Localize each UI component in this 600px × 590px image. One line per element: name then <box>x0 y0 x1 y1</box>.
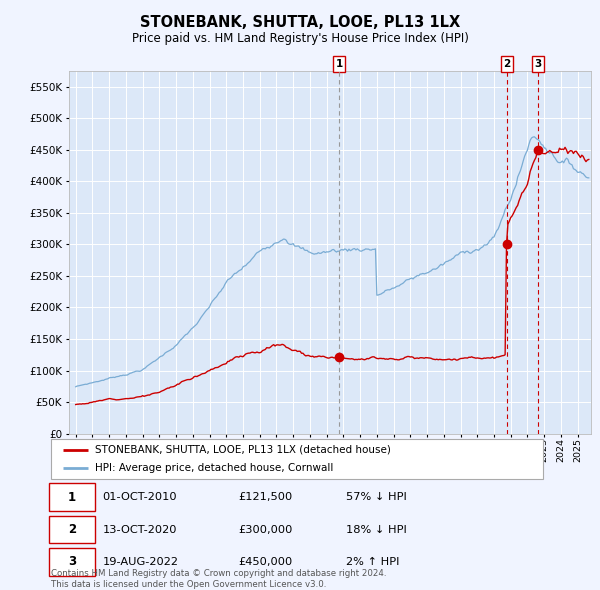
Text: 13-OCT-2020: 13-OCT-2020 <box>103 525 177 535</box>
FancyBboxPatch shape <box>49 516 95 543</box>
Text: £300,000: £300,000 <box>238 525 292 535</box>
Text: £450,000: £450,000 <box>238 557 292 567</box>
Text: 1: 1 <box>335 59 343 69</box>
Text: 3: 3 <box>535 59 542 69</box>
Text: 18% ↓ HPI: 18% ↓ HPI <box>346 525 407 535</box>
Text: 3: 3 <box>68 555 76 569</box>
Text: 57% ↓ HPI: 57% ↓ HPI <box>346 492 407 502</box>
Text: 1: 1 <box>68 490 76 504</box>
Text: STONEBANK, SHUTTA, LOOE, PL13 1LX (detached house): STONEBANK, SHUTTA, LOOE, PL13 1LX (detac… <box>95 445 391 455</box>
FancyBboxPatch shape <box>51 439 543 479</box>
Text: Price paid vs. HM Land Registry's House Price Index (HPI): Price paid vs. HM Land Registry's House … <box>131 32 469 45</box>
Text: 2: 2 <box>68 523 76 536</box>
Text: STONEBANK, SHUTTA, LOOE, PL13 1LX: STONEBANK, SHUTTA, LOOE, PL13 1LX <box>140 15 460 30</box>
FancyBboxPatch shape <box>49 548 95 576</box>
Text: 2% ↑ HPI: 2% ↑ HPI <box>346 557 400 567</box>
Text: HPI: Average price, detached house, Cornwall: HPI: Average price, detached house, Corn… <box>95 463 334 473</box>
Text: 01-OCT-2010: 01-OCT-2010 <box>103 492 177 502</box>
FancyBboxPatch shape <box>49 483 95 511</box>
Text: 2: 2 <box>503 59 511 69</box>
Text: Contains HM Land Registry data © Crown copyright and database right 2024.
This d: Contains HM Land Registry data © Crown c… <box>51 569 386 589</box>
Text: £121,500: £121,500 <box>238 492 292 502</box>
Text: 19-AUG-2022: 19-AUG-2022 <box>103 557 179 567</box>
